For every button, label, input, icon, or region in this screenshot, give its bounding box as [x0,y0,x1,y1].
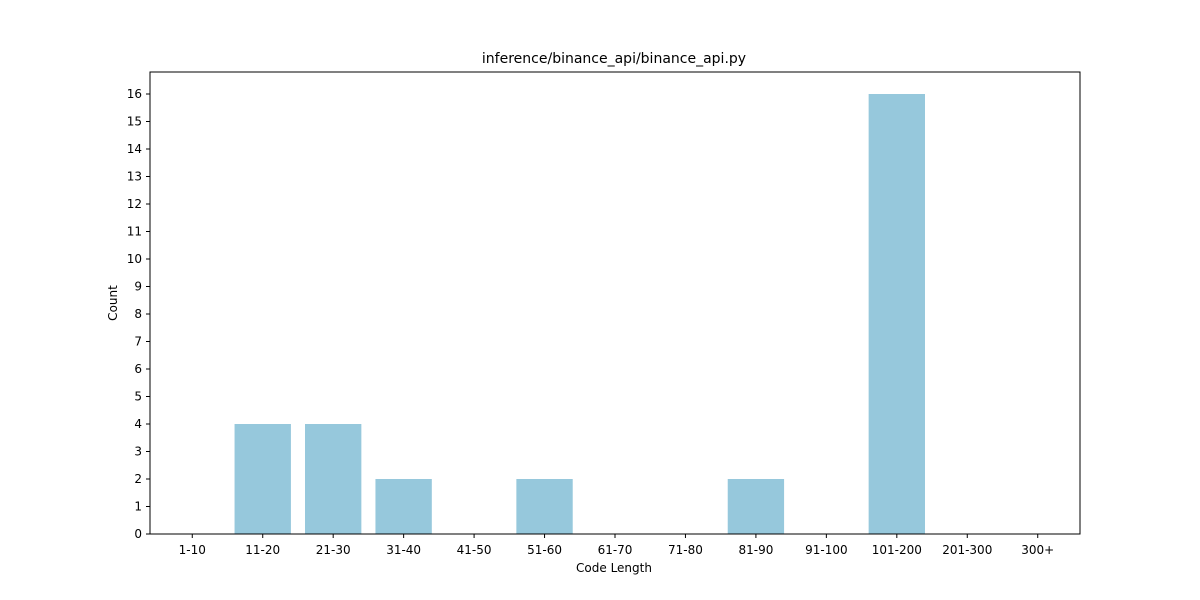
x-tick-label: 11-20 [245,543,280,557]
y-tick-label: 2 [134,472,142,486]
x-tick-label: 1-10 [179,543,206,557]
plot-frame [149,71,1081,535]
y-tick-label: 5 [134,390,142,404]
y-tick-label: 9 [134,280,142,294]
y-tick-label: 16 [127,87,142,101]
x-tick-label: 21-30 [316,543,351,557]
x-axis-ticks: 1-10 11-20 21-30 31-40 41-50 51-60 61-70 71-80 8… [179,534,1054,557]
y-tick-label: 14 [127,142,142,156]
x-tick-label: 201-300 [942,543,992,557]
y-tick-label: 13 [127,170,142,184]
x-tick-label: 71-80 [668,543,703,557]
x-tick-label: 300+ [1021,543,1054,557]
y-tick-label: 10 [127,252,142,266]
bars-group [234,94,925,534]
y-tick-label: 3 [134,445,142,459]
y-tick-label: 6 [134,362,142,376]
y-tick-label: 11 [127,225,142,239]
bar-51-60 [516,479,573,534]
y-tick-label: 0 [134,527,142,541]
x-tick-label: 41-50 [457,543,492,557]
y-axis-label: Count [106,285,120,321]
y-tick-label: 15 [127,115,142,129]
x-axis-label: Code Length [576,561,652,575]
bar-31-40 [375,479,432,534]
bar-101-200 [868,94,925,534]
x-tick-label: 61-70 [598,543,633,557]
chart-title: inference/binance_api/binance_api.py [482,51,746,67]
y-tick-label: 12 [127,197,142,211]
y-tick-label: 8 [134,307,142,321]
x-tick-label: 51-60 [527,543,562,557]
x-tick-label: 81-90 [738,543,773,557]
x-tick-label: 91-100 [805,543,848,557]
bar-11-20 [234,424,291,534]
y-tick-label: 1 [134,500,142,514]
y-tick-label: 4 [134,417,142,431]
bar-81-90 [727,479,785,534]
y-tick-label: 7 [134,335,142,349]
x-tick-label: 31-40 [386,543,421,557]
bar-21-30 [305,424,362,534]
x-tick-label: 101-200 [872,543,922,557]
